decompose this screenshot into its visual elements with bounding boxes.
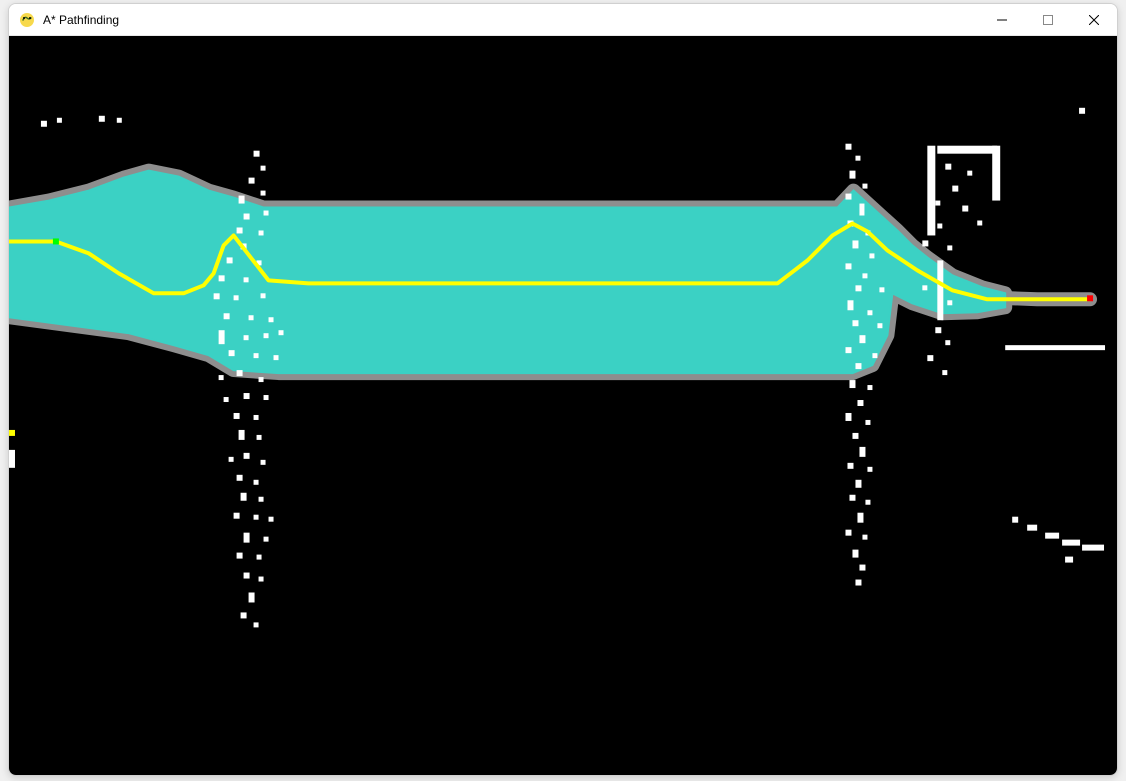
window-controls xyxy=(979,4,1117,35)
app-window: A* Pathfinding xyxy=(8,3,1118,776)
minimize-icon xyxy=(997,15,1007,25)
maximize-button[interactable] xyxy=(1025,4,1071,36)
pygame-snake-icon xyxy=(19,12,35,28)
visualization-svg xyxy=(9,36,1117,775)
maximize-icon xyxy=(1043,15,1053,25)
titlebar[interactable]: A* Pathfinding xyxy=(9,4,1117,36)
edge-accents xyxy=(9,430,15,436)
window-title: A* Pathfinding xyxy=(43,13,979,27)
pathfinding-canvas[interactable] xyxy=(9,36,1117,775)
close-icon xyxy=(1089,15,1099,25)
close-button[interactable] xyxy=(1071,4,1117,36)
minimize-button[interactable] xyxy=(979,4,1025,36)
